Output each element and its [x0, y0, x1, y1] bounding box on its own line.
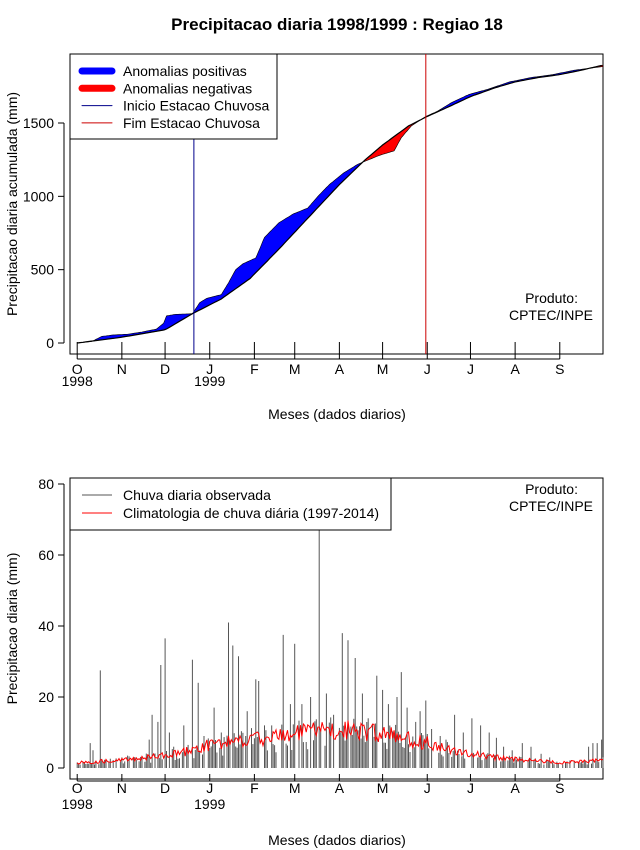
plot2-y-tick-label-60: 60: [38, 547, 54, 563]
plot1-legend-label-1: Anomalias negativas: [123, 80, 252, 96]
plot1-annotation-line1: Produto:: [525, 290, 578, 306]
daily-observed-bars: [76, 523, 604, 768]
plot2-month-label-7: M: [377, 780, 389, 796]
plot2-y-tick-label-0: 0: [46, 760, 54, 776]
plot2-month-label-1: N: [117, 780, 127, 796]
plot1-month-label-3: J: [206, 361, 213, 377]
plot2-legend-label-0: Chuva diaria observada: [123, 487, 271, 503]
chart-title: Precipitacao diaria 1998/1999 : Regiao 1…: [171, 15, 503, 34]
plot1-legend-label-0: Anomalias positivas: [123, 63, 247, 79]
plot1-frame: [69, 53, 604, 355]
plot2-legend-box: [69, 477, 392, 531]
climatology-cumulative-line: [77, 64, 602, 344]
plot2-y-tick-label-20: 20: [38, 689, 54, 705]
plot1-month-label-1: N: [117, 361, 127, 377]
plot2-month-label-10: A: [510, 780, 520, 796]
plot2-month-label-6: A: [335, 780, 345, 796]
plot1-month-label-8: J: [424, 361, 431, 377]
plot2-year-label-0: 1998: [62, 796, 93, 812]
plot2-month-label-3: J: [206, 780, 213, 796]
positive-anomaly-area-4: [421, 68, 589, 120]
plot2-year-label-1: 1999: [194, 796, 225, 812]
plot2-month-label-4: F: [250, 780, 259, 796]
plot1-month-label-9: J: [467, 361, 474, 377]
climatology-daily-line: [76, 720, 604, 765]
plot1-month-label-0: O: [72, 361, 83, 377]
plot1-y-label: Precipitacao diaria acumulada (mm): [4, 92, 20, 316]
plot1-y-tick-label-1000: 1000: [23, 188, 54, 204]
plot2-month-label-5: M: [289, 780, 301, 796]
plot1-legend-label-2: Inicio Estacao Chuvosa: [123, 98, 270, 114]
plot2-month-label-8: J: [424, 780, 431, 796]
plot1-month-label-10: A: [510, 361, 520, 377]
plot1-year-label-0: 1998: [62, 373, 93, 389]
plot1-annotation-line2: CPTEC/INPE: [509, 307, 593, 323]
plot2-legend-label-1: Climatologia de chuva diária (1997-2014): [123, 505, 379, 521]
plot2-month-label-11: S: [555, 780, 564, 796]
plot2-y-tick-label-40: 40: [38, 618, 54, 634]
plot1-month-label-7: M: [377, 361, 389, 377]
plot1-month-label-11: S: [555, 361, 564, 377]
plot2-annotation-line1: Produto:: [525, 481, 578, 497]
plot2-month-label-2: D: [160, 780, 170, 796]
plot1-legend-label-3: Fim Estacao Chuvosa: [123, 115, 260, 131]
plot1-x-label: Meses (dados diarios): [268, 406, 406, 422]
positive-anomaly-area-2: [92, 161, 363, 342]
negative-anomaly-area-3: [363, 119, 421, 163]
plot1-y-tick-label-500: 500: [31, 262, 55, 278]
plot2-y-tick-label-80: 80: [38, 476, 54, 492]
plot1-month-label-5: M: [289, 361, 301, 377]
plot2-annotation-line2: CPTEC/INPE: [509, 498, 593, 514]
plot2-month-label-0: O: [72, 780, 83, 796]
plot1-month-label-6: A: [335, 361, 345, 377]
plot1-y-tick-label-1500: 1500: [23, 115, 54, 131]
plot1-month-label-4: F: [250, 361, 259, 377]
plot1-month-label-2: D: [160, 361, 170, 377]
plot1-y-tick-label-0: 0: [46, 335, 54, 351]
plot2-x-label: Meses (dados diarios): [268, 832, 406, 848]
plot2-month-label-9: J: [467, 780, 474, 796]
plot2-y-label: Precipitacao diaria (mm): [4, 553, 20, 705]
plot1-year-label-1: 1999: [194, 373, 225, 389]
